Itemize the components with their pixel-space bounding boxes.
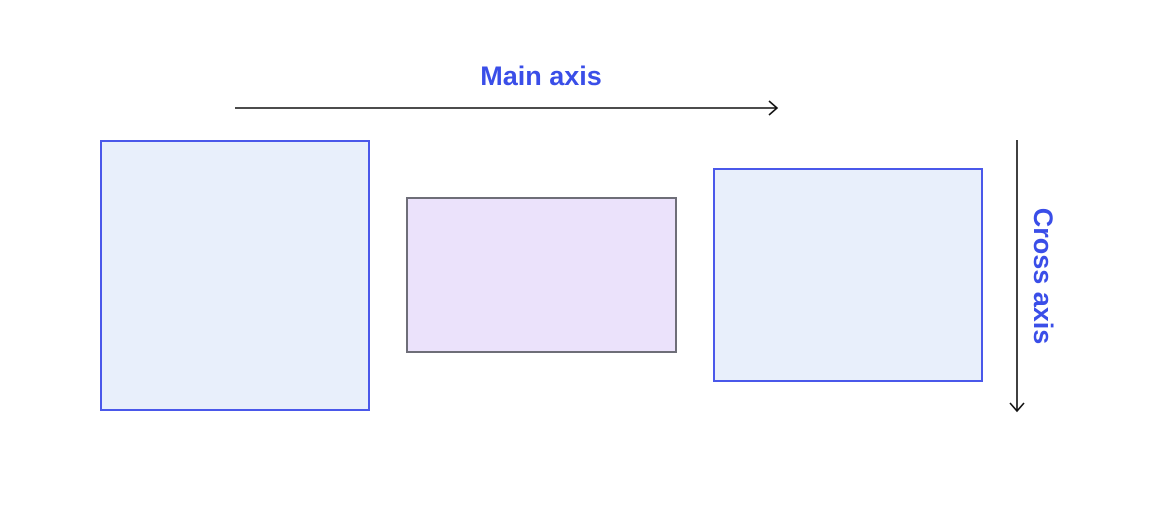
flex-item-1 — [100, 140, 370, 411]
main-axis-arrow — [235, 100, 779, 116]
flex-item-3 — [713, 168, 983, 382]
cross-axis-arrow — [1009, 140, 1025, 413]
cross-axis-label: Cross axis — [1028, 207, 1058, 345]
flex-item-2 — [406, 197, 677, 353]
main-axis-label: Main axis — [480, 61, 602, 91]
